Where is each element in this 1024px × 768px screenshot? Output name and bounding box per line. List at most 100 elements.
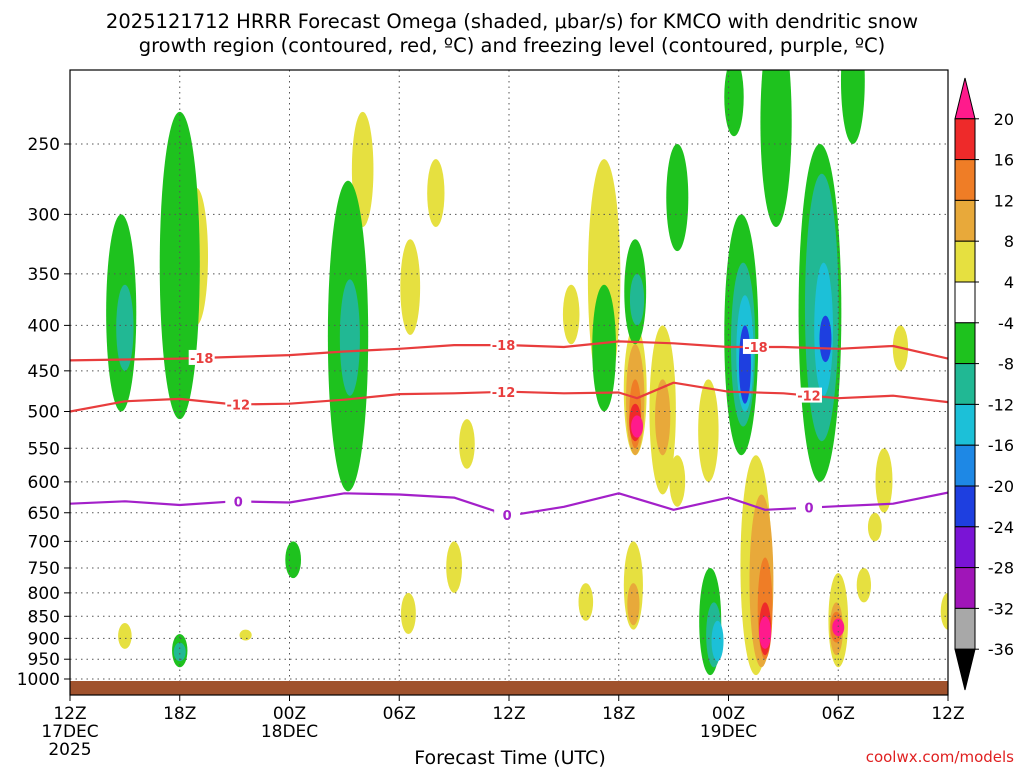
omega-region [940,592,948,630]
omega-region [631,415,644,438]
y-tick-label: 700 [28,532,60,552]
grid-lines [70,70,948,695]
colorbar-box [954,159,976,201]
omega-region [856,567,872,603]
colorbar-box [954,444,976,487]
colorbar-box [954,485,976,528]
colorbar-box [954,607,976,650]
chart-title-line-2: growth region (contoured, red, ºC) and f… [139,34,886,57]
x-tick-date: 17DEC [41,722,98,742]
colorbar-box [954,363,976,405]
omega-colorbar: 20 16 12 8 4 -4 -8 -12 -16 -20 -24 -28 -32 -36 [954,77,1014,691]
colorbar-box [954,281,976,324]
colorbar-box [954,240,976,283]
omega-region [173,642,186,662]
colorbar-bottom-arrow [954,648,976,691]
contour-label-bg [225,493,252,509]
y-tick-label: 1000 [17,670,60,690]
colorbar-box [954,199,976,242]
omega-region [339,279,360,396]
colorbar-label: -32 [988,599,1014,618]
omega-region [819,315,832,363]
colorbar-label: -36 [988,640,1014,659]
omega-region [459,419,475,469]
contour-label-bg [795,387,822,403]
y-tick-label: 300 [28,205,60,225]
colorbar-label: -8 [998,355,1014,374]
omega-region [159,111,200,420]
x-tick-label: 00Z [712,704,745,724]
x-axis-label: Forecast Time (UTC) [414,747,605,768]
omega-region [118,623,132,649]
colorbar-label: -16 [988,436,1014,455]
contour-label-bg [795,499,822,515]
omega-region [840,70,865,144]
omega-region [446,541,463,593]
y-tick-label: 850 [28,607,60,627]
y-tick-label: 750 [28,559,60,579]
contour-label: 0 [234,495,243,510]
temperature-contours: -18 -18 -18 -12 -12 -12 0 0 0 [70,337,948,524]
x-tick-label: 18Z [602,704,635,724]
colorbar-label: 20 [994,110,1014,129]
x-tick-label: 18Z [163,704,196,724]
chart-title-line-1: 2025121712 HRRR Forecast Omega (shaded, … [106,10,918,33]
y-tick-label: 250 [28,135,60,155]
omega-region [759,616,772,649]
contour-label-bg [494,507,521,523]
omega-region [239,629,252,641]
y-axis: 2503003504004505005506006507007508008509… [17,135,70,690]
contour-label: -18 [190,352,214,367]
colorbar-box [954,403,976,446]
colorbar-box [954,322,976,365]
y-tick-label: 500 [28,403,60,423]
x-tick-date: 19DEC [700,722,757,742]
omega-region [116,284,134,371]
omega-region [760,70,792,227]
colorbar-label: -4 [998,314,1014,333]
omega-region [698,379,719,482]
omega-region [592,284,617,412]
omega-region [285,541,302,579]
omega-region [627,583,640,626]
omega-region [875,448,893,513]
omega-region [400,239,421,335]
colorbar-label: -12 [988,395,1014,414]
colorbar-label: 12 [994,191,1014,210]
colorbar-box [954,118,976,161]
omega-region [629,273,645,326]
contour-label-bg [490,337,517,353]
y-tick-label: 650 [28,504,60,524]
x-tick-label: 12Z [931,704,964,724]
colorbar-top-arrow [954,77,976,120]
omega-region [578,583,594,621]
contour-label: -18 [744,341,768,356]
y-tick-label: 600 [28,473,60,493]
contour-label: 0 [804,502,813,517]
x-tick-label: 00Z [273,704,306,724]
contour-label-bg [225,396,252,412]
omega-region [400,592,416,635]
omega-region [666,144,689,252]
y-tick-label: 800 [28,584,60,604]
contour-label: 0 [503,509,512,524]
y-tick-label: 550 [28,439,60,459]
omega-region [711,620,724,662]
contour-label-bg [490,383,517,399]
colorbar-box [954,567,976,609]
contour-label: -12 [797,390,821,405]
colorbar-label: 16 [994,151,1014,170]
omega-region [669,455,686,507]
credit-text: coolwx.com/models [866,748,1014,766]
y-tick-label: 950 [28,650,60,670]
omega-region [867,512,882,542]
y-tick-label: 450 [28,362,60,382]
omega-region [832,618,845,637]
colorbar-label: 8 [1004,232,1014,251]
omega-region [655,379,671,456]
contour-label: -12 [227,398,251,413]
y-tick-label: 350 [28,265,60,285]
surface-terrain-strip [70,681,948,695]
contour-label-bg [188,349,215,365]
